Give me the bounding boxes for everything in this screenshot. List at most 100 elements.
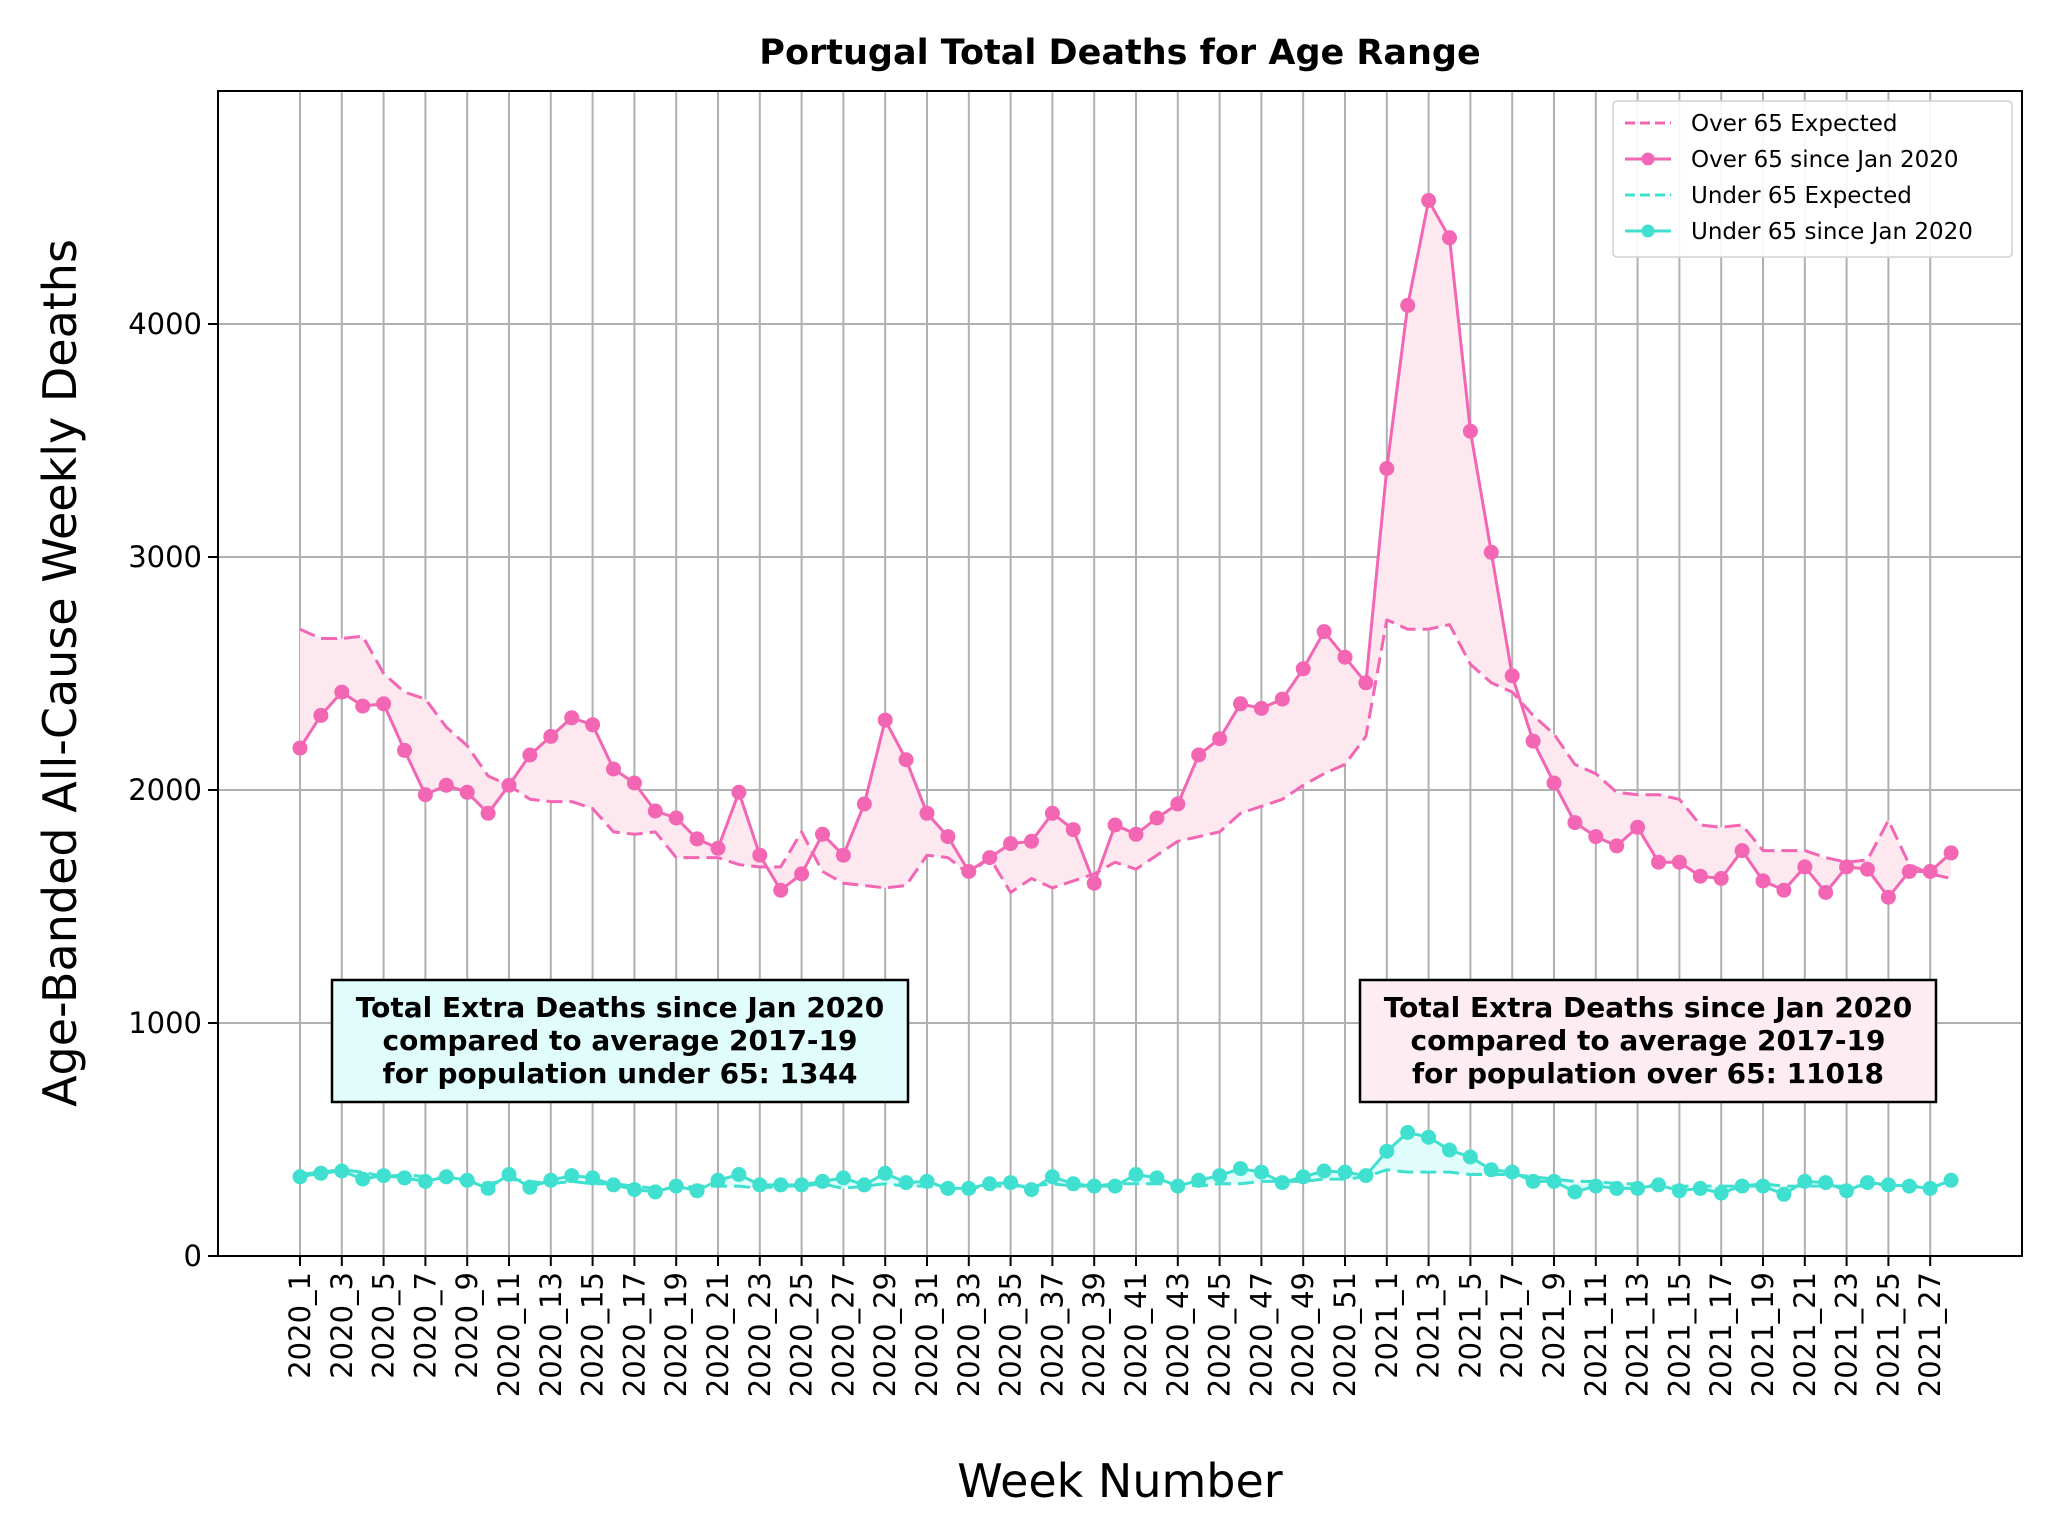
x-tick-label: 2021_23 [1830, 1272, 1864, 1397]
over65-actual-point [1588, 829, 1604, 845]
over65-actual-point [1567, 815, 1583, 831]
over65-actual-point [1253, 700, 1269, 716]
under65-actual-point [1107, 1178, 1123, 1194]
under65-actual-point [731, 1167, 747, 1182]
over65-actual-point [1212, 731, 1228, 747]
over65-actual-point [1776, 882, 1792, 898]
under65-actual-point [606, 1177, 621, 1193]
under65-actual-point [334, 1163, 350, 1179]
over65-actual-point [815, 826, 830, 842]
over65-actual-point [1128, 826, 1144, 842]
over65-actual-point [1713, 871, 1729, 886]
over65-actual-point [647, 803, 663, 819]
annotation-text: for population under 65: 1344 [383, 1057, 858, 1090]
x-tick-label: 2021_27 [1913, 1272, 1947, 1397]
over65-actual-point [501, 777, 517, 793]
annotation-frame [1358, 978, 1938, 1104]
under65-actual-point [1943, 1172, 1959, 1188]
over65-actual-point [1233, 696, 1248, 712]
x-tick-label: 2020_21 [701, 1272, 735, 1397]
under65-actual-point [1692, 1180, 1708, 1196]
over65-actual-point [835, 847, 851, 863]
x-tick-label: 2020_5 [367, 1272, 401, 1379]
annotation-frame [330, 978, 910, 1104]
x-tick-label: 2021_1 [1370, 1272, 1404, 1379]
legend-label: Under 65 since Jan 2020 [1691, 219, 1973, 245]
over65-actual-point [898, 752, 914, 768]
under65-actual-point [564, 1168, 580, 1184]
under65-actual-point [1567, 1184, 1583, 1200]
over65-actual-point [1191, 747, 1207, 763]
annotation-text: compared to average 2017-19 [382, 1024, 857, 1057]
under65-actual-point [815, 1173, 830, 1189]
y-tick-label: 0 [184, 1239, 202, 1273]
chart-title: Portugal Total Deaths for Age Range [759, 33, 1480, 73]
y-axis: 0 1000 2000 3000 4000 [128, 307, 218, 1273]
over65-actual-point [313, 707, 329, 723]
x-tick-label: 2020_13 [534, 1272, 568, 1397]
under65-actual-point [480, 1180, 496, 1196]
legend-label: Over 65 Expected [1691, 111, 1898, 137]
legend: Over 65 Expected Over 65 since Jan 2020 Un… [1612, 100, 2013, 258]
over65-actual-point [668, 810, 684, 826]
over65-actual-point [1107, 817, 1123, 833]
over65-actual-point [773, 882, 789, 898]
over65-actual-point [1922, 864, 1938, 879]
under65-actual-point [1713, 1185, 1729, 1201]
x-tick-label: 2021_15 [1662, 1272, 1696, 1397]
x-tick-label: 2020_11 [492, 1272, 526, 1397]
x-tick-label: 2020_47 [1244, 1272, 1278, 1397]
x-tick-label: 2020_39 [1077, 1272, 1111, 1397]
under65-actual-point [522, 1179, 538, 1195]
under65-actual-point [501, 1167, 517, 1182]
under65-actual-point [1295, 1169, 1311, 1185]
under65-actual-point [1149, 1170, 1165, 1186]
over65-actual-point [1797, 859, 1813, 875]
over65-actual-point [1170, 796, 1186, 812]
under65-actual-point [1421, 1129, 1437, 1145]
annotation-text: Total Extra Deaths since Jan 2020 [1384, 991, 1913, 1024]
over65-actual-point [1274, 691, 1290, 707]
legend-label: Over 65 since Jan 2020 [1691, 147, 1959, 173]
over65-actual-point [689, 831, 705, 847]
under65-actual-point [1128, 1167, 1144, 1182]
over65-actual-point [606, 761, 621, 777]
under65-actual-point [1671, 1183, 1687, 1199]
under65-actual-point [1880, 1177, 1896, 1193]
under65-actual-point [877, 1165, 893, 1181]
under65-actual-point [1316, 1163, 1332, 1179]
x-tick-label: 2021_13 [1621, 1272, 1655, 1397]
x-tick-label: 2020_45 [1203, 1272, 1237, 1397]
over65-actual-point [1044, 805, 1060, 821]
under65-actual-point [1442, 1142, 1457, 1158]
x-tick-label: 2020_43 [1161, 1272, 1195, 1397]
x-tick-label: 2021_9 [1537, 1272, 1571, 1379]
under65-actual-point [710, 1172, 726, 1188]
over65-actual-point [1839, 859, 1855, 875]
over65-actual-point [1400, 297, 1416, 313]
annotation-text: for population over 65: 11018 [1412, 1057, 1884, 1090]
over65-actual-point [877, 712, 893, 728]
under65-actual-point [1170, 1178, 1186, 1194]
series-layer [292, 193, 1959, 1202]
x-tick-label: 2021_7 [1495, 1272, 1529, 1379]
under65-actual-point [1274, 1175, 1290, 1191]
under65-actual-point [438, 1169, 454, 1185]
plot-frame [217, 90, 2023, 1257]
under65-actual-point [982, 1176, 998, 1192]
over65-actual-point [417, 787, 433, 803]
over65-actual-point [1316, 624, 1332, 640]
y-tick-label: 1000 [128, 1006, 202, 1040]
over65-actual-point [522, 747, 538, 763]
over65-actual-point [1442, 230, 1457, 246]
y-tick-label: 4000 [128, 307, 202, 341]
over65-actual-point [1337, 649, 1353, 665]
over65-actual-point [1943, 845, 1959, 861]
under65-actual-point [376, 1168, 392, 1184]
over65-actual-point [1880, 889, 1896, 905]
over65-actual-point [480, 805, 496, 821]
x-tick-label: 2020_37 [1035, 1272, 1069, 1397]
annotation-box: Total Extra Deaths since Jan 2020compare… [1358, 978, 1938, 1104]
under65-actual-point [626, 1182, 642, 1198]
legend-frame [1612, 100, 2013, 258]
